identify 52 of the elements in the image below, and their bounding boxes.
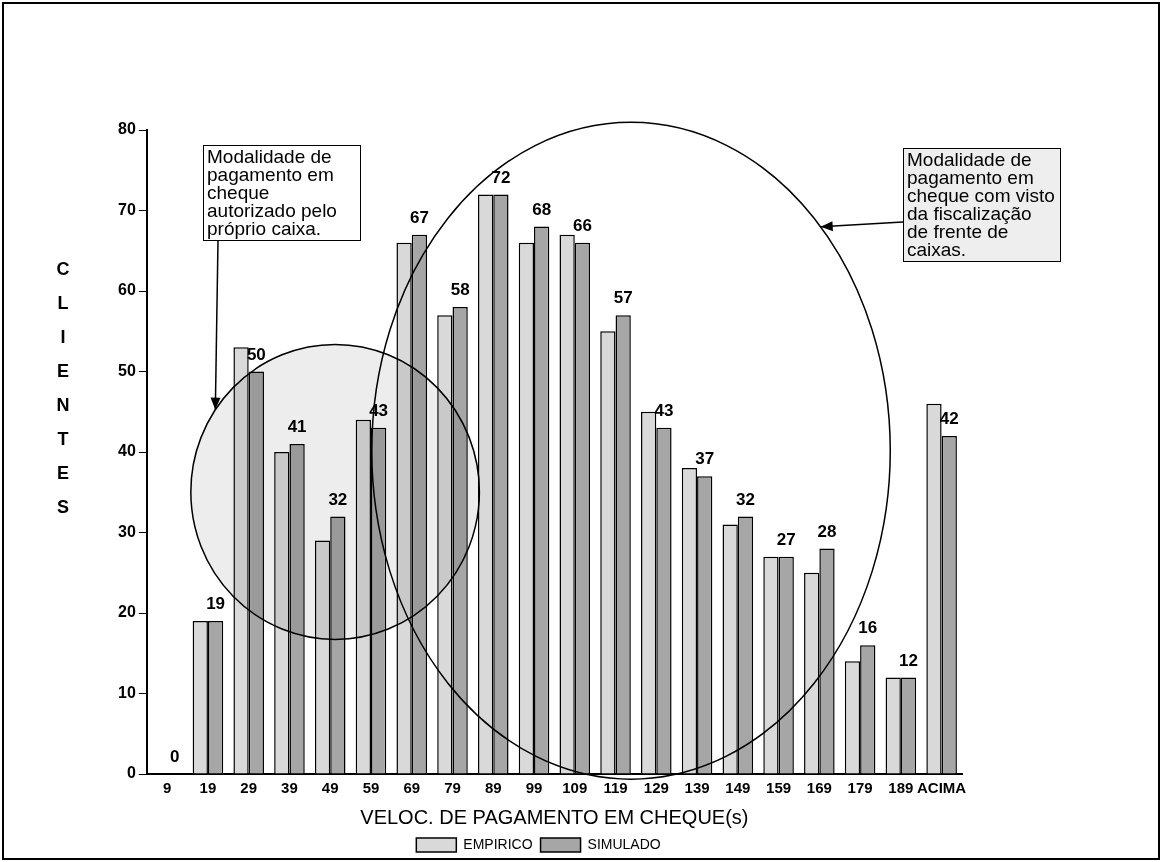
legend-label: EMPIRICO [463,835,533,852]
x-tick-label: 39 [281,779,298,797]
x-tick-label: 69 [403,779,421,797]
data-label: 68 [532,199,552,219]
x-tick-label: 9 [163,779,172,797]
x-tick-label: 79 [444,779,461,797]
legend-label: SIMULADO [587,835,661,852]
x-tick-label: 129 [643,779,669,797]
data-label: 66 [572,215,592,235]
x-tick-label: 109 [562,779,588,797]
x-tick-label: 49 [321,779,339,797]
data-label: 28 [817,521,837,541]
data-label: 57 [613,288,633,308]
data-label: 58 [450,280,470,300]
data-label: 0 [170,747,180,767]
x-tick-label: 139 [684,779,710,797]
x-tick-label: 149 [725,779,751,797]
y-tick-label: 10 [118,683,136,701]
x-tick-label: 59 [362,779,380,797]
data-label: 41 [287,417,307,437]
data-label: 67 [409,207,429,227]
data-label: 12 [899,650,918,670]
x-tick-label: 99 [525,779,543,797]
data-label: 27 [776,529,796,549]
y-tick-label: 70 [118,200,136,218]
x-tick-label: 19 [199,779,217,797]
annotation: Modalidade de pagamento em cheque autorizado pelo próprio caixa. [203,145,361,241]
x-tick-label: 29 [240,779,258,797]
data-label: 19 [206,594,226,614]
x-tick-label: 169 [806,779,832,797]
data-label: 72 [491,167,511,187]
data-label: 32 [736,489,755,509]
y-axis-title: CLIENTES [52,259,73,531]
data-label: 32 [328,489,348,509]
data-label: 16 [858,618,878,638]
x-tick-label: 179 [847,779,873,797]
x-tick-label: 89 [484,779,502,797]
x-tick-label: ACIMA [917,779,967,797]
y-tick-label: 20 [118,603,136,621]
y-tick-label: 0 [126,764,136,782]
x-axis-title: VELOC. DE PAGAMENTO EM CHEQUE(s) [360,805,749,828]
x-tick-label: 119 [603,779,628,797]
data-label: 37 [695,449,715,469]
y-tick-label: 40 [118,442,136,460]
y-tick-label: 50 [118,361,136,379]
y-tick-label: 30 [118,522,136,540]
y-tick-label: 60 [118,281,136,299]
annotation: Modalidade de pagamento em cheque com visto da fiscalização de frente de caixas. [903,148,1061,262]
x-tick-label: 189 [888,779,914,797]
y-tick-label: 80 [118,120,136,138]
x-tick-label: 159 [766,779,792,797]
data-label: 43 [654,401,674,421]
